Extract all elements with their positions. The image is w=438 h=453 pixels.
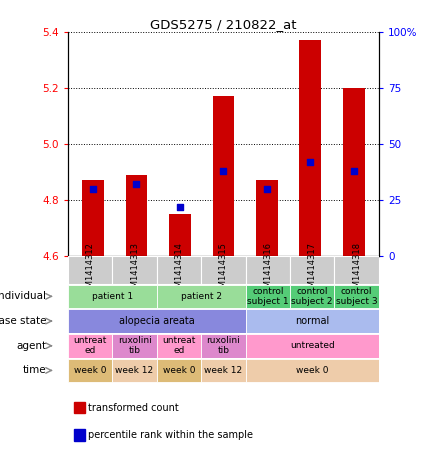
Text: normal: normal xyxy=(295,316,329,326)
Bar xyxy=(300,40,321,256)
Point xyxy=(220,167,227,174)
Text: GSM1414317: GSM1414317 xyxy=(308,242,317,298)
Text: ruxolini
tib: ruxolini tib xyxy=(206,336,240,356)
Text: week 0: week 0 xyxy=(162,366,195,375)
Text: ruxolini
tib: ruxolini tib xyxy=(118,336,152,356)
Bar xyxy=(82,180,104,256)
Bar xyxy=(68,359,112,382)
Bar xyxy=(201,359,246,382)
Bar xyxy=(212,96,234,256)
Bar xyxy=(201,256,246,284)
Point xyxy=(177,203,184,210)
Text: control
subject 3: control subject 3 xyxy=(336,287,378,306)
Bar xyxy=(74,401,85,413)
Bar xyxy=(201,334,246,357)
Bar xyxy=(335,256,379,284)
Bar xyxy=(157,359,201,382)
Bar xyxy=(335,284,379,308)
Bar xyxy=(246,334,379,357)
Text: GSM1414312: GSM1414312 xyxy=(85,242,95,298)
Text: disease state: disease state xyxy=(0,316,46,326)
Text: agent: agent xyxy=(16,341,46,351)
Text: control
subject 2: control subject 2 xyxy=(291,287,333,306)
Text: GSM1414314: GSM1414314 xyxy=(174,242,184,298)
Bar xyxy=(157,284,246,308)
Point xyxy=(307,158,314,165)
Bar xyxy=(256,180,278,256)
Text: individual: individual xyxy=(0,291,46,301)
Text: patient 2: patient 2 xyxy=(180,292,222,301)
Text: transformed count: transformed count xyxy=(88,403,179,413)
Title: GDS5275 / 210822_at: GDS5275 / 210822_at xyxy=(150,18,297,30)
Text: week 0: week 0 xyxy=(296,366,328,375)
Bar xyxy=(112,359,157,382)
Bar xyxy=(246,359,379,382)
Text: untreat
ed: untreat ed xyxy=(74,336,107,356)
Bar xyxy=(246,309,379,333)
Bar xyxy=(246,284,290,308)
Text: week 12: week 12 xyxy=(204,366,243,375)
Bar xyxy=(290,284,335,308)
Point xyxy=(263,185,270,192)
Bar xyxy=(169,214,191,256)
Bar xyxy=(68,309,246,333)
Bar xyxy=(112,334,157,357)
Bar xyxy=(74,429,85,441)
Bar xyxy=(68,256,112,284)
Bar xyxy=(68,284,157,308)
Text: untreated: untreated xyxy=(290,341,335,350)
Bar xyxy=(246,256,290,284)
Text: week 12: week 12 xyxy=(116,366,154,375)
Bar xyxy=(157,256,201,284)
Bar xyxy=(112,256,157,284)
Text: GSM1414313: GSM1414313 xyxy=(130,242,139,298)
Text: alopecia areata: alopecia areata xyxy=(119,316,194,326)
Bar xyxy=(126,175,147,256)
Text: untreat
ed: untreat ed xyxy=(162,336,196,356)
Text: percentile rank within the sample: percentile rank within the sample xyxy=(88,430,253,440)
Text: patient 1: patient 1 xyxy=(92,292,133,301)
Text: GSM1414315: GSM1414315 xyxy=(219,242,228,298)
Text: time: time xyxy=(22,366,46,376)
Text: GSM1414318: GSM1414318 xyxy=(352,242,361,298)
Text: control
subject 1: control subject 1 xyxy=(247,287,289,306)
Bar xyxy=(290,256,335,284)
Point xyxy=(350,167,357,174)
Bar xyxy=(68,334,112,357)
Text: week 0: week 0 xyxy=(74,366,106,375)
Point xyxy=(89,185,96,192)
Bar xyxy=(343,88,365,256)
Point xyxy=(133,181,140,188)
Text: GSM1414316: GSM1414316 xyxy=(263,242,272,298)
Bar xyxy=(157,334,201,357)
